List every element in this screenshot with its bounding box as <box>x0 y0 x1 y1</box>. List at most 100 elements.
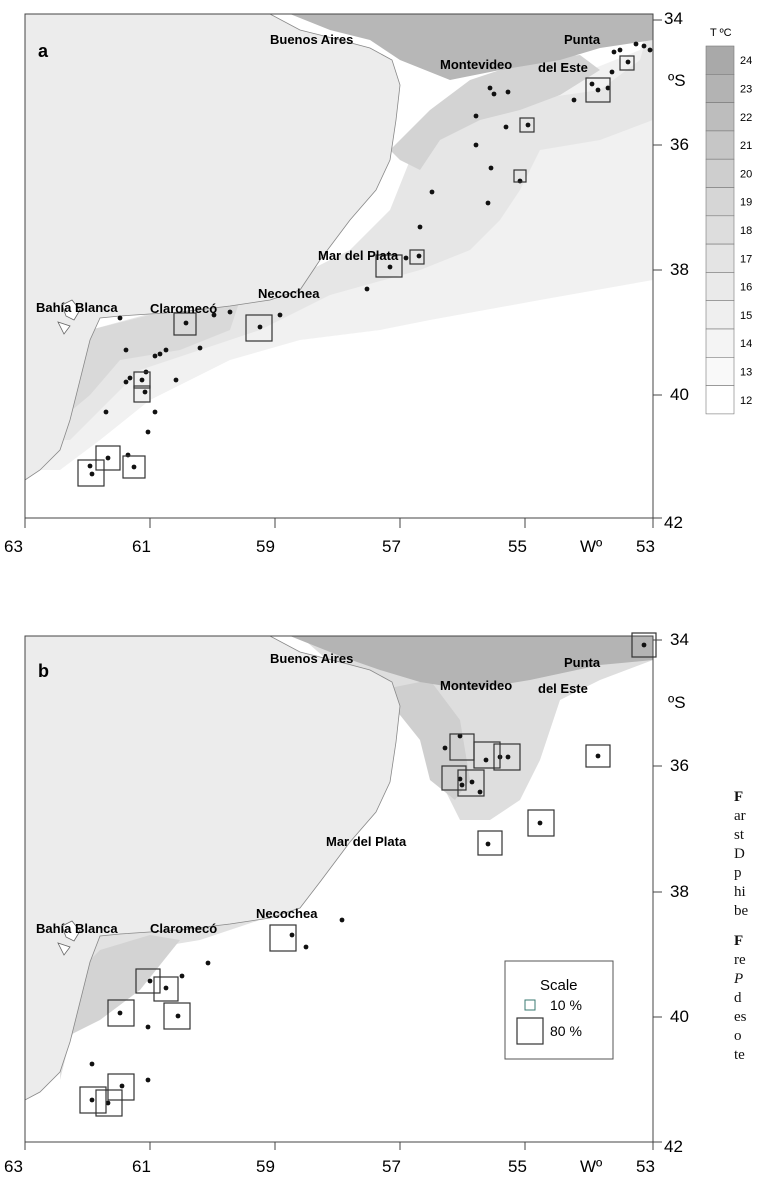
lon-tick-63-a: 63 <box>4 537 23 556</box>
city-label-claromeco: Claromecó <box>150 301 217 316</box>
station-dot <box>457 733 463 739</box>
caption-p1-l2: st <box>734 827 745 843</box>
city-label-necochea: Necochea <box>258 286 320 301</box>
station-dot <box>179 973 185 979</box>
lat-tick-40-b: 40 <box>670 1007 689 1026</box>
station-dot <box>197 345 203 351</box>
temp-legend-swatch <box>705 300 735 330</box>
temp-legend-label: 15 <box>740 310 752 322</box>
caption-p1-l0: F <box>734 789 744 805</box>
station-dot <box>457 776 463 782</box>
temp-legend-label: 18 <box>740 225 752 237</box>
temp-legend-swatch <box>705 130 735 160</box>
caption-p1: F ar st D p hi be <box>734 788 748 921</box>
station-dot <box>617 47 623 53</box>
station-dot <box>605 85 611 91</box>
station-dot <box>477 789 483 795</box>
station-dot <box>641 642 647 648</box>
city-label-mar-del-plata-b: Mar del Plata <box>326 834 407 849</box>
lon-tick-59-a: 59 <box>256 537 275 556</box>
station-dot <box>175 1013 181 1019</box>
lat-tick-34-a: 34 <box>664 9 683 28</box>
city-label-punta-b: Punta <box>564 655 601 670</box>
caption-p1-l5: hi <box>734 884 746 900</box>
station-dot <box>339 917 345 923</box>
caption-p2-l1: re <box>734 952 746 968</box>
station-dot <box>485 841 491 847</box>
station-dot <box>117 315 123 321</box>
station-dot <box>89 471 95 477</box>
station-dot <box>633 41 639 47</box>
station-dot <box>163 347 169 353</box>
city-label-buenos-aires: Buenos Aires <box>270 32 353 47</box>
city-label-del-este-b: del Este <box>538 681 588 696</box>
station-dot <box>417 224 423 230</box>
temp-legend-label: 17 <box>740 253 752 265</box>
temp-legend-swatch <box>705 356 735 386</box>
scale-large-label: 80 % <box>550 1023 582 1039</box>
station-dot <box>119 1083 125 1089</box>
station-dot <box>487 85 493 91</box>
station-dot <box>257 324 263 330</box>
station-dot <box>145 1024 151 1030</box>
station-dot <box>387 264 393 270</box>
station-dot <box>145 1077 151 1083</box>
station-dot <box>157 351 163 357</box>
station-dot <box>139 377 145 383</box>
temp-legend-swatch <box>705 187 735 217</box>
lat-tick-36-b: 36 <box>670 756 689 775</box>
station-dot <box>205 960 211 966</box>
temp-legend-label: 12 <box>740 395 752 407</box>
scale-legend-title: Scale <box>540 977 578 994</box>
station-dot <box>485 200 491 206</box>
station-dot <box>173 377 179 383</box>
caption-p2: F re P d es o te <box>734 932 747 1065</box>
lon-tick-57-a: 57 <box>382 537 401 556</box>
temp-legend-label: 24 <box>740 55 752 67</box>
city-label-montevideo-b: Montevideo <box>440 678 512 693</box>
temp-legend-label: 14 <box>740 338 752 350</box>
scale-large-box <box>516 1017 544 1045</box>
station-dot <box>145 429 151 435</box>
scale-small-box <box>524 999 536 1011</box>
station-dot <box>127 375 133 381</box>
station-dot <box>595 753 601 759</box>
caption-p2-l4: es <box>734 1009 747 1025</box>
temp-legend-swatch <box>705 328 735 358</box>
lon-tick-61-b: 61 <box>132 1157 151 1176</box>
station-dot <box>289 932 295 938</box>
station-dot <box>429 189 435 195</box>
station-dot <box>571 97 577 103</box>
station-dot <box>488 165 494 171</box>
lat-tick-34-b: 34 <box>670 630 689 649</box>
caption-p2-l3: d <box>734 990 742 1006</box>
caption-p2-l5: o <box>734 1028 742 1044</box>
station-dot <box>505 754 511 760</box>
lon-tick-55-b: 55 <box>508 1157 527 1176</box>
station-dot <box>483 757 489 763</box>
station-dot <box>611 49 617 55</box>
station-dot <box>303 944 309 950</box>
station-dot <box>277 312 283 318</box>
station-dot <box>589 81 595 87</box>
station-dot <box>473 113 479 119</box>
city-label-claromeco-b: Claromecó <box>150 921 217 936</box>
station-dot <box>625 59 631 65</box>
station-dot <box>87 463 93 469</box>
scale-legend: Scale 10 % 80 % <box>504 960 614 1060</box>
station-dot <box>403 255 409 261</box>
temp-legend-label: 22 <box>740 112 752 124</box>
city-label-necochea-b: Necochea <box>256 906 318 921</box>
temp-legend-swatch <box>705 74 735 103</box>
lon-tick-61-a: 61 <box>132 537 151 556</box>
city-label-bahia-blanca-b: Bahía Blanca <box>36 921 118 936</box>
lat-tick-42-a: 42 <box>664 513 683 532</box>
station-dot <box>147 978 153 984</box>
city-label-bahia-blanca: Bahía Blanca <box>36 300 118 315</box>
caption-p2-l2: P <box>734 971 744 987</box>
lon-tick-53-b: 53 <box>636 1157 655 1176</box>
station-dot <box>469 779 475 785</box>
station-dot <box>227 309 233 315</box>
station-dot <box>105 1100 111 1106</box>
